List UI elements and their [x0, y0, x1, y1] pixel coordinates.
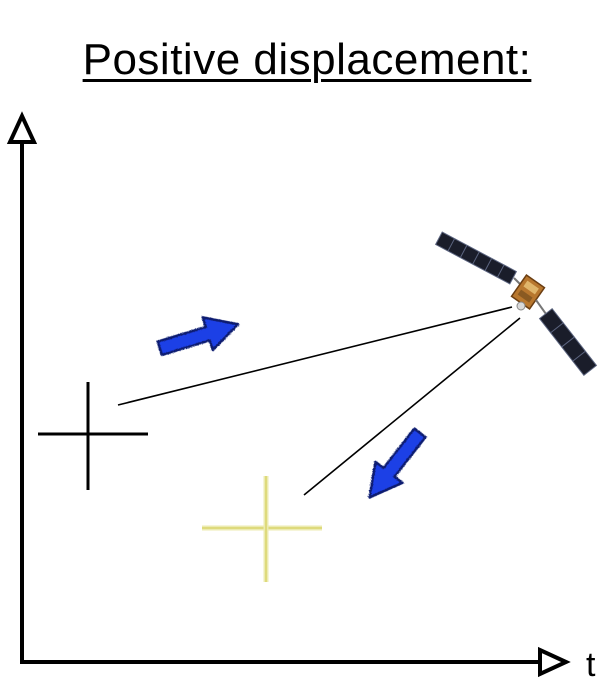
x-axis-arrowhead [538, 646, 571, 678]
x-axis: t [20, 646, 596, 684]
arrow-down-left-icon [368, 427, 427, 499]
line-of-sight-initial [117, 306, 513, 406]
diagram-title: Positive displacement: [82, 35, 532, 84]
initial-position-marker [38, 382, 148, 490]
arrow-up-right-icon [156, 316, 240, 357]
x-axis-label: t [586, 646, 596, 684]
y-axis-arrowhead [6, 111, 38, 144]
line-of-sight-displaced [303, 317, 521, 496]
displaced-position-marker [202, 476, 322, 582]
satellite-icon [434, 231, 598, 376]
y-axis [6, 111, 38, 662]
